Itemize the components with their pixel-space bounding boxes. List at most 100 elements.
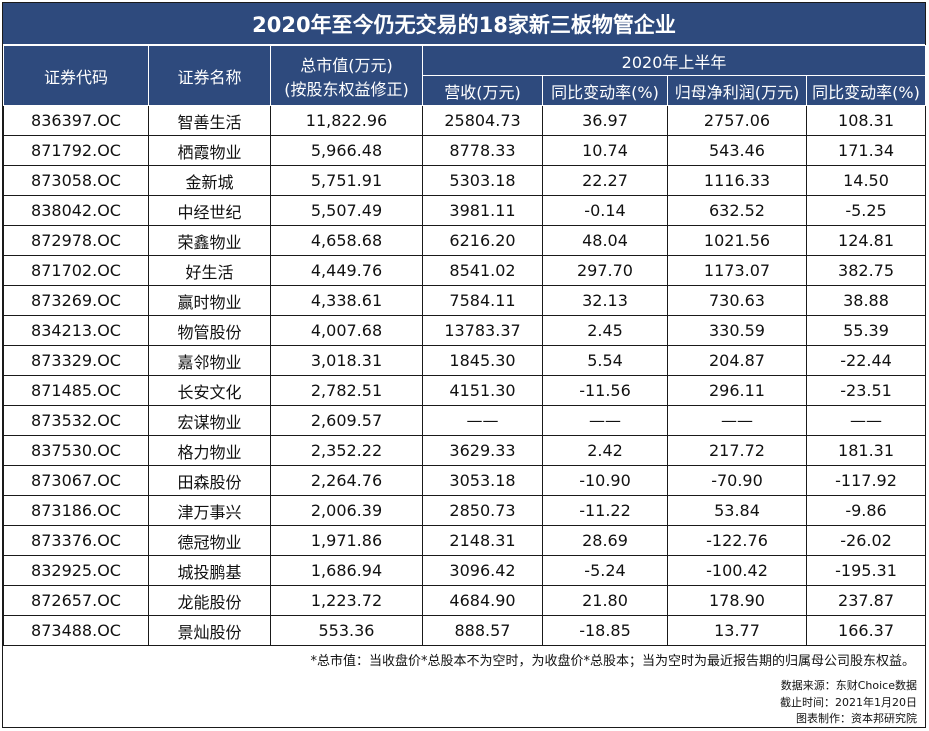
cell-revenue-yoy: 22.27 <box>542 165 668 196</box>
table-body: 836397.OC 智善生活 11,822.96 25804.73 36.97 2757.… <box>3 105 927 646</box>
cell-market-cap: 2,006.39 <box>270 495 423 526</box>
table-row: 871792.OC 栖霞物业 5,966.48 8778.33 10.74 543.46 1… <box>3 135 927 166</box>
table-row: 873329.OC 嘉邻物业 3,018.31 1845.30 5.54 204.87 -2… <box>3 345 927 376</box>
cell-code: 872657.OC <box>3 585 149 616</box>
cell-code: 873532.OC <box>3 405 149 436</box>
cell-name: 景灿股份 <box>148 615 271 646</box>
cell-revenue: 2850.73 <box>422 495 543 526</box>
cell-name: 荣鑫物业 <box>148 225 271 256</box>
cell-net-profit: 178.90 <box>667 585 807 616</box>
cell-revenue-yoy: -11.22 <box>542 495 668 526</box>
cell-code: 838042.OC <box>3 195 149 226</box>
cell-name: 物管股份 <box>148 315 271 346</box>
cell-name: 长安文化 <box>148 375 271 406</box>
cell-market-cap: 4,658.68 <box>270 225 423 256</box>
cell-net-profit: 632.52 <box>667 195 807 226</box>
cell-name: 好生活 <box>148 255 271 286</box>
cell-net-profit: 543.46 <box>667 135 807 166</box>
cell-profit-yoy: -5.25 <box>805 195 927 226</box>
cell-name: 嘉邻物业 <box>148 345 271 376</box>
cell-profit-yoy: 38.88 <box>805 285 927 316</box>
cell-code: 871702.OC <box>3 255 149 286</box>
cell-revenue: 8778.33 <box>422 135 543 166</box>
header-net-profit: 归母净利润(万元) <box>667 75 807 106</box>
cell-profit-yoy: -23.51 <box>805 375 927 406</box>
cell-net-profit: 330.59 <box>667 315 807 346</box>
cell-code: 873488.OC <box>3 615 149 646</box>
table-row: 838042.OC 中经世纪 5,507.49 3981.11 -0.14 632.52-… <box>3 195 927 226</box>
cell-profit-yoy: —— <box>805 405 927 436</box>
table-row: 872657.OC 龙能股份 1,223.72 4684.90 21.80 178.90 2… <box>3 585 927 616</box>
cell-profit-yoy: -195.31 <box>805 555 927 586</box>
table-row: 871702.OC 好生活 4,449.76 8541.02 297.70 1173.07… <box>3 255 927 286</box>
cell-revenue: 8541.02 <box>422 255 543 286</box>
table-row: 836397.OC 智善生活 11,822.96 25804.73 36.97 2757.… <box>3 105 927 136</box>
cell-revenue-yoy: 48.04 <box>542 225 668 256</box>
cell-market-cap: 4,449.76 <box>270 255 423 286</box>
cell-revenue-yoy: 21.80 <box>542 585 668 616</box>
cell-market-cap: 11,822.96 <box>270 105 423 136</box>
cell-revenue-yoy: -18.85 <box>542 615 668 646</box>
header-revenue: 营收(万元) <box>422 75 543 106</box>
cell-net-profit: -70.90 <box>667 465 807 496</box>
cell-market-cap: 4,007.68 <box>270 315 423 346</box>
cell-code: 834213.OC <box>3 315 149 346</box>
table-row: 832925.OC 城投鹏基 1,686.94 3096.42 -5.24 -100.42… <box>3 555 927 586</box>
cell-revenue-yoy: 36.97 <box>542 105 668 136</box>
cell-revenue: 4151.30 <box>422 375 543 406</box>
cell-market-cap: 2,782.51 <box>270 375 423 406</box>
header-code: 证券代码 <box>3 45 149 106</box>
cell-code: 836397.OC <box>3 105 149 136</box>
cell-profit-yoy: 55.39 <box>805 315 927 346</box>
cell-net-profit: 13.77 <box>667 615 807 646</box>
table-row: 873269.OC 赢时物业 4,338.61 7584.11 32.13 730.63 3… <box>3 285 927 316</box>
cell-name: 中经世纪 <box>148 195 271 226</box>
cell-code: 873376.OC <box>3 525 149 556</box>
table-row: 873488.OC 景灿股份 553.36 888.57 -18.85 13.77 166.… <box>3 615 927 646</box>
table-title: 2020年至今仍无交易的18家新三板物管企业 <box>3 3 925 45</box>
cell-net-profit: 730.63 <box>667 285 807 316</box>
cell-code: 871792.OC <box>3 135 149 166</box>
cell-net-profit: 2757.06 <box>667 105 807 136</box>
cell-net-profit: 296.11 <box>667 375 807 406</box>
cell-revenue: 4684.90 <box>422 585 543 616</box>
table-row: 873067.OC 田森股份 2,264.76 3053.18 -10.90 -70.90… <box>3 465 927 496</box>
cell-market-cap: 2,352.22 <box>270 435 423 466</box>
cell-net-profit: -100.42 <box>667 555 807 586</box>
table-row: 873058.OC 金新城 5,751.91 5303.18 22.27 1116.33 1… <box>3 165 927 196</box>
cell-revenue: 888.57 <box>422 615 543 646</box>
cell-name: 智善生活 <box>148 105 271 136</box>
cell-profit-yoy: 181.31 <box>805 435 927 466</box>
header-revenue-yoy: 同比变动率(%) <box>542 75 668 106</box>
table-row: 837530.OC 格力物业 2,352.22 3629.33 2.42 217.72 18… <box>3 435 927 466</box>
cell-net-profit: 204.87 <box>667 345 807 376</box>
table-row: 871485.OC 长安文化 2,782.51 4151.30 -11.56 296.11… <box>3 375 927 406</box>
cell-revenue-yoy: 2.42 <box>542 435 668 466</box>
cell-profit-yoy: -22.44 <box>805 345 927 376</box>
cell-revenue-yoy: 32.13 <box>542 285 668 316</box>
cell-revenue-yoy: -0.14 <box>542 195 668 226</box>
cell-revenue: 7584.11 <box>422 285 543 316</box>
cell-name: 津万事兴 <box>148 495 271 526</box>
cell-profit-yoy: 14.50 <box>805 165 927 196</box>
header-market-cap: 总市值(万元) (按股东权益修正) <box>270 45 423 106</box>
cell-profit-yoy: 166.37 <box>805 615 927 646</box>
cell-revenue: 3096.42 <box>422 555 543 586</box>
cell-revenue: 3053.18 <box>422 465 543 496</box>
cell-profit-yoy: 237.87 <box>805 585 927 616</box>
cell-profit-yoy: 124.81 <box>805 225 927 256</box>
cell-name: 龙能股份 <box>148 585 271 616</box>
cell-market-cap: 1,223.72 <box>270 585 423 616</box>
cell-revenue: 25804.73 <box>422 105 543 136</box>
cell-revenue: 3629.33 <box>422 435 543 466</box>
header-profit-yoy: 同比变动率(%) <box>805 75 927 106</box>
header-row-2: 营收(万元) 同比变动率(%) 归母净利润(万元) 同比变动率(%) <box>4 75 927 106</box>
cell-profit-yoy: 108.31 <box>805 105 927 136</box>
cell-net-profit: 1116.33 <box>667 165 807 196</box>
footer: *总市值：当收盘价*总股本不为空时，为收盘价*总股本；当为空时为最近报告期的归属… <box>3 646 925 727</box>
cell-name: 金新城 <box>148 165 271 196</box>
cell-revenue: —— <box>422 405 543 436</box>
cell-market-cap: 3,018.31 <box>270 345 423 376</box>
cell-code: 873269.OC <box>3 285 149 316</box>
cell-code: 873058.OC <box>3 165 149 196</box>
